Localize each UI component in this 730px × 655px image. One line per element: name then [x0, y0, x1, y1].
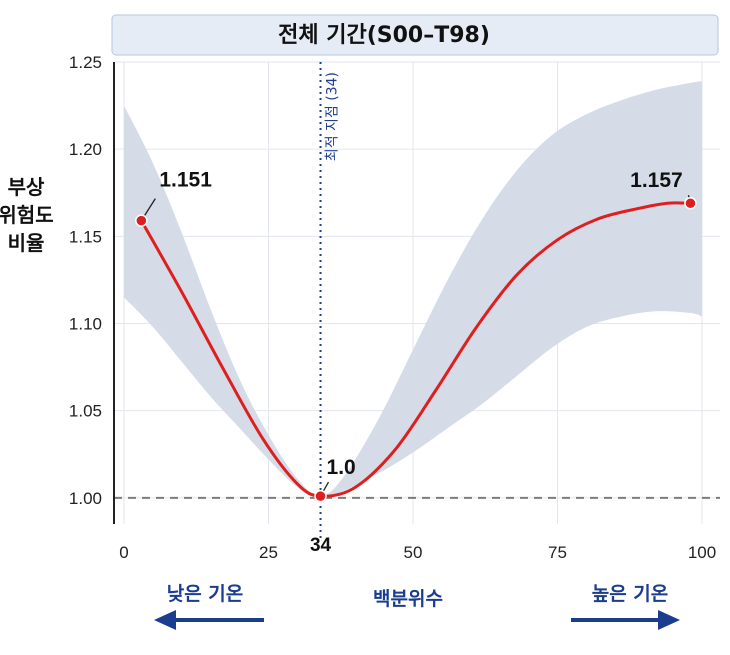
- y-tick-label: 1.20: [69, 140, 102, 159]
- annotation-point: [314, 489, 327, 503]
- x-axis-label: 백분위수: [373, 588, 443, 610]
- y-tick-label: 1.05: [69, 402, 102, 421]
- y-axis-label-line-3: 비율: [8, 231, 45, 255]
- x-tick-label: 0: [119, 543, 128, 562]
- annotation-point: [684, 196, 697, 210]
- right-arrow-icon: [571, 610, 680, 630]
- annotation-label: 1.0: [327, 456, 356, 479]
- x-tick-label: 50: [404, 543, 423, 562]
- title-box: [111, 14, 719, 56]
- y-tick-label: 1.10: [69, 315, 102, 334]
- y-tick-label: 1.15: [69, 227, 102, 246]
- y-tick-label: 1.25: [69, 53, 102, 72]
- annotation-label: 1.151: [159, 169, 212, 192]
- x-tick-label: 25: [259, 543, 278, 562]
- x-tick-label: 100: [688, 543, 716, 562]
- series-line: [139, 201, 692, 498]
- annotation-point: [135, 214, 148, 227]
- x-tick-label: 75: [548, 543, 567, 562]
- y-axis-label-line-2: 위험도: [0, 203, 54, 227]
- optimum-tick-label: 34: [310, 535, 332, 556]
- chart-title: 전체 기간(S00–T98): [278, 23, 490, 48]
- confidence-band: [124, 81, 702, 498]
- annotation-label: 1.157: [630, 169, 683, 192]
- low-temperature-label: 낮은 기온: [167, 583, 244, 605]
- y-axis-label-line-1: 부상: [8, 175, 45, 199]
- high-temperature-label: 높은 기온: [592, 583, 669, 605]
- left-arrow-icon: [154, 610, 264, 630]
- optimum-line-label: 최적 지점 (34): [325, 72, 341, 161]
- y-tick-label: 1.00: [69, 489, 102, 508]
